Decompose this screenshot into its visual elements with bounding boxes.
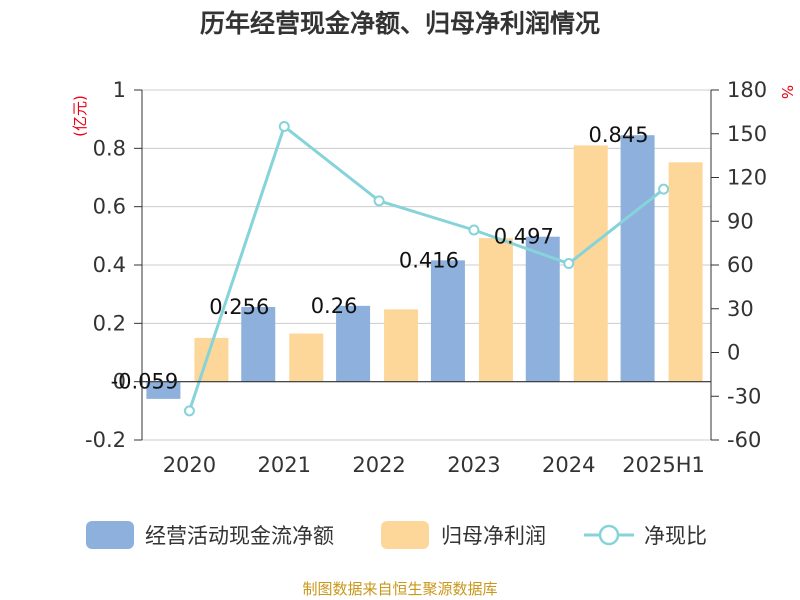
cash-bar	[430, 260, 465, 382]
profit-bar	[478, 238, 513, 382]
right-tick-label: 180	[727, 78, 767, 102]
cash-bar-label: 0.416	[399, 248, 459, 272]
cash-bar	[146, 381, 181, 399]
right-tick-label: 30	[727, 297, 754, 321]
legend-label-ratio: 净现比	[644, 524, 707, 548]
right-tick-label: 0	[727, 341, 740, 365]
cash-bar-label: 0.497	[494, 225, 554, 249]
source-note: 制图数据来自恒生聚源数据库	[302, 580, 497, 598]
left-axis-unit: (亿元)	[71, 95, 89, 137]
legend-item-cash[interactable]: 经营活动现金流净额	[86, 521, 334, 549]
bars	[146, 135, 703, 399]
ratio-line	[183, 120, 670, 417]
right-tick-label: 150	[727, 122, 767, 146]
left-tick-label: 0.8	[93, 136, 126, 160]
legend-label-profit: 归母净利润	[441, 524, 546, 548]
ratio-polyline	[187, 123, 665, 412]
x-tick-label: 2020	[163, 453, 216, 477]
cash-bar	[620, 135, 655, 382]
cash-bar-label: 0.256	[209, 295, 269, 319]
ratio-point	[183, 405, 195, 417]
right-tick-label: 60	[727, 253, 754, 277]
profit-bar	[384, 309, 419, 382]
right-axis: -60 -30 0 30 60 90 120 150 180	[710, 78, 767, 452]
ratio-point	[468, 224, 480, 236]
x-tick-label: 2022	[352, 453, 405, 477]
cash-bar	[336, 305, 371, 382]
right-tick-label: 90	[727, 209, 754, 233]
x-axis: 2020 2021 2022 2023 2024 2025H1	[142, 381, 711, 477]
legend-swatch-cash	[86, 521, 134, 549]
profit-bar	[668, 162, 703, 382]
x-tick-label: 2021	[258, 453, 311, 477]
x-tick-label: 2024	[542, 453, 595, 477]
cash-bar	[241, 307, 276, 382]
legend-swatch-profit	[381, 521, 429, 549]
legend-item-ratio[interactable]: 净现比	[584, 524, 707, 548]
legend-marker-ratio	[598, 524, 620, 546]
profit-bar	[573, 145, 608, 382]
right-tick-label: 120	[727, 166, 767, 190]
legend-item-profit[interactable]: 归母净利润	[381, 521, 546, 549]
left-tick-label: 0	[113, 370, 126, 394]
ratio-point	[658, 183, 670, 195]
cash-bar-label: 0.845	[589, 123, 649, 147]
right-tick-label: -60	[727, 428, 761, 452]
x-tick-label: 2025H1	[622, 453, 705, 477]
profit-bar	[289, 333, 324, 382]
ratio-point	[278, 120, 290, 132]
ratio-point	[373, 195, 385, 207]
left-axis: -0.2 0 0.2 0.4 0.6 0.8 1	[85, 78, 143, 452]
legend: 经营活动现金流净额 归母净利润 净现比	[86, 521, 707, 549]
left-tick-label: 0.2	[93, 311, 126, 335]
right-tick-label: -30	[727, 384, 761, 408]
left-tick-label: 1	[113, 78, 126, 102]
left-tick-label: 0.4	[93, 253, 126, 277]
left-tick-label: 0.6	[93, 195, 126, 219]
left-tick-label: -0.2	[85, 428, 126, 452]
right-axis-unit: %	[778, 85, 796, 99]
legend-label-cash: 经营活动现金流净额	[145, 524, 334, 548]
ratio-point	[563, 258, 575, 270]
x-tick-label: 2023	[447, 453, 500, 477]
chart-title: 历年经营现金净额、归母净利润情况	[200, 9, 600, 38]
cash-bar	[525, 236, 560, 382]
cash-bar-label: 0.26	[311, 294, 358, 318]
